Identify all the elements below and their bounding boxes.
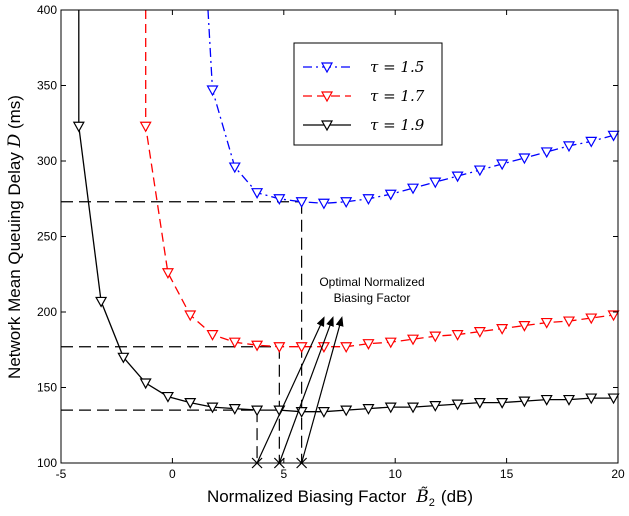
annotation-arrow: [278, 316, 334, 464]
series-1-marker: [429, 177, 442, 189]
series-1-marker: [518, 153, 531, 165]
series-line-1: [207, 9, 614, 204]
series-3-marker: [228, 404, 241, 415]
series-1-marker: [384, 189, 397, 201]
legend-label-2: τ = 1.7: [370, 87, 425, 105]
x-tick-label: 15: [500, 467, 514, 481]
series-2-marker: [540, 317, 553, 329]
series-2-marker: [251, 340, 264, 352]
x-tick-label: -5: [56, 467, 67, 481]
series-2-marker: [451, 330, 464, 341]
annotation-arrow: [256, 316, 325, 464]
legend-marker-1: [320, 62, 334, 74]
legend-label-1: τ = 1.5: [370, 58, 424, 76]
y-tick-label: 150: [37, 381, 57, 395]
reference-lines: [61, 201, 308, 469]
series-2-marker: [496, 324, 509, 335]
series-1-marker: [407, 183, 420, 195]
legend-box: [293, 42, 443, 146]
series-3-marker: [451, 399, 464, 411]
series-2-marker: [562, 316, 576, 328]
annotation-line-2: Biasing Factor: [334, 291, 411, 305]
series-2-marker: [295, 342, 308, 353]
y-axis-label: Network Mean Queuing Delay D (ms): [5, 95, 25, 379]
axis-layer: -5 0 5 10 15 20 100 150 200 250 300 350 400: [37, 3, 625, 481]
series-3-marker: [362, 404, 375, 415]
series-3-marker: [206, 402, 219, 414]
series-3-marker: [585, 393, 598, 405]
series-2-marker: [473, 327, 486, 338]
series-1-marker: [607, 130, 620, 142]
y-tick-label: 350: [37, 79, 57, 93]
series-3-marker: [251, 405, 264, 417]
series-2-marker: [362, 339, 375, 350]
legend: τ = 1.5 τ = 1.7 τ = 1.9: [293, 42, 443, 146]
series-2-marker: [206, 330, 219, 341]
series-3-marker: [384, 402, 397, 414]
y-tick-label: 250: [37, 230, 57, 244]
series-1-marker: [473, 165, 486, 177]
series-2-marker: [384, 337, 397, 349]
y-tick-label: 200: [37, 305, 57, 319]
series-2-marker: [139, 121, 152, 133]
series-3-marker: [562, 394, 576, 406]
x-tick-label: 0: [169, 467, 176, 481]
series-1-marker: [273, 194, 286, 205]
series-layer: [72, 9, 620, 418]
series-3-marker: [95, 296, 108, 308]
series-3-marker: [518, 396, 531, 408]
series-2-marker: [161, 268, 174, 279]
series-2-marker: [184, 310, 197, 322]
series-3-marker: [407, 402, 420, 414]
series-2-marker: [228, 337, 241, 349]
series-1-marker: [317, 198, 330, 210]
series-1-marker: [340, 197, 353, 209]
series-2-marker: [407, 334, 420, 346]
y-tick-label: 300: [37, 154, 57, 168]
series-2-marker: [585, 313, 598, 325]
series-1-marker: [362, 194, 375, 205]
x-tick-label: 20: [611, 467, 625, 481]
legend-label-3: τ = 1.9: [370, 116, 425, 134]
series-3-marker: [340, 405, 353, 417]
series-1-marker: [540, 147, 553, 159]
series-line-3: [78, 10, 614, 413]
series-1-marker: [496, 159, 509, 171]
series-1-marker: [585, 136, 598, 148]
series-1-marker: [562, 141, 576, 153]
series-3-marker: [473, 398, 486, 409]
legend-marker-2: [320, 91, 334, 103]
series-2-marker: [340, 342, 353, 353]
y-tick-label: 100: [37, 456, 57, 470]
x-tick-label: 5: [280, 467, 287, 481]
series-3-marker: [429, 401, 442, 412]
x-tick-label: 10: [389, 467, 403, 481]
series-2-marker: [518, 320, 531, 332]
x-axis-label: Normalized Biasing Factor B̃2 (dB): [207, 487, 473, 509]
series-3-marker: [117, 352, 130, 364]
series-1-marker: [251, 188, 264, 199]
annotation-arrow: [301, 316, 344, 464]
series-3-marker: [184, 398, 197, 409]
series-1-marker: [451, 171, 464, 183]
series-1-marker: [228, 162, 241, 174]
series-3-marker: [540, 394, 553, 406]
series-2-marker: [273, 342, 286, 353]
series-3-marker: [607, 393, 620, 405]
series-2-marker: [429, 331, 442, 343]
annotation-layer: Optimal Normalized Biasing Factor: [256, 275, 425, 464]
series-3-marker: [496, 398, 509, 409]
series-3-marker: [139, 378, 152, 390]
y-tick-label: 400: [37, 3, 57, 17]
series-3-marker: [72, 121, 85, 133]
series-2-marker: [607, 310, 620, 322]
series-3-marker: [161, 391, 174, 403]
series-line-2: [145, 10, 614, 348]
series-1-marker: [295, 197, 308, 209]
series-3-marker: [317, 407, 330, 418]
annotation-line-1: Optimal Normalized: [319, 275, 424, 289]
series-1-marker: [206, 85, 219, 97]
legend-marker-3: [320, 120, 334, 132]
